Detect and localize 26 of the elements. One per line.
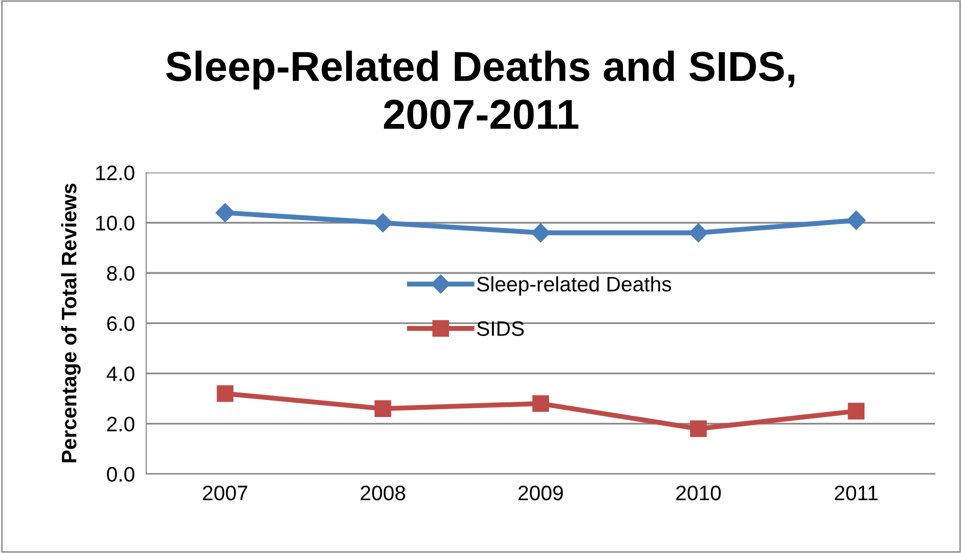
point bbox=[216, 385, 234, 402]
x-tick-label: 2011 bbox=[834, 486, 878, 500]
y-tick-label: 8.0 bbox=[107, 266, 134, 281]
y-axis-title: Percentage of Total Reviews bbox=[61, 184, 81, 462]
y-tick-label: 6.0 bbox=[107, 316, 134, 331]
x-tick-label: 2009 bbox=[518, 486, 563, 500]
point bbox=[848, 402, 865, 420]
point bbox=[373, 213, 392, 232]
point bbox=[846, 210, 866, 230]
legend-label: Sleep-related Deaths bbox=[477, 276, 672, 296]
legend-label: SIDS bbox=[477, 321, 524, 336]
x-tick-label: 2010 bbox=[676, 486, 721, 500]
x-tick-label: 2007 bbox=[202, 486, 248, 500]
point bbox=[688, 223, 708, 242]
point bbox=[531, 223, 550, 242]
point bbox=[532, 395, 549, 412]
y-tick-label: 10.0 bbox=[96, 216, 134, 231]
point bbox=[690, 420, 707, 438]
y-tick-label: 12.0 bbox=[96, 166, 134, 180]
y-tick-label: 4.0 bbox=[106, 366, 134, 382]
y-tick-label: 0.0 bbox=[106, 466, 134, 482]
point bbox=[216, 203, 235, 222]
point bbox=[374, 400, 392, 417]
y-tick-label: 2.0 bbox=[107, 416, 134, 432]
x-tick-label: 2008 bbox=[360, 486, 406, 500]
chart-title: Sleep-Related Deaths and SIDS, 2007-2011 bbox=[166, 50, 794, 130]
